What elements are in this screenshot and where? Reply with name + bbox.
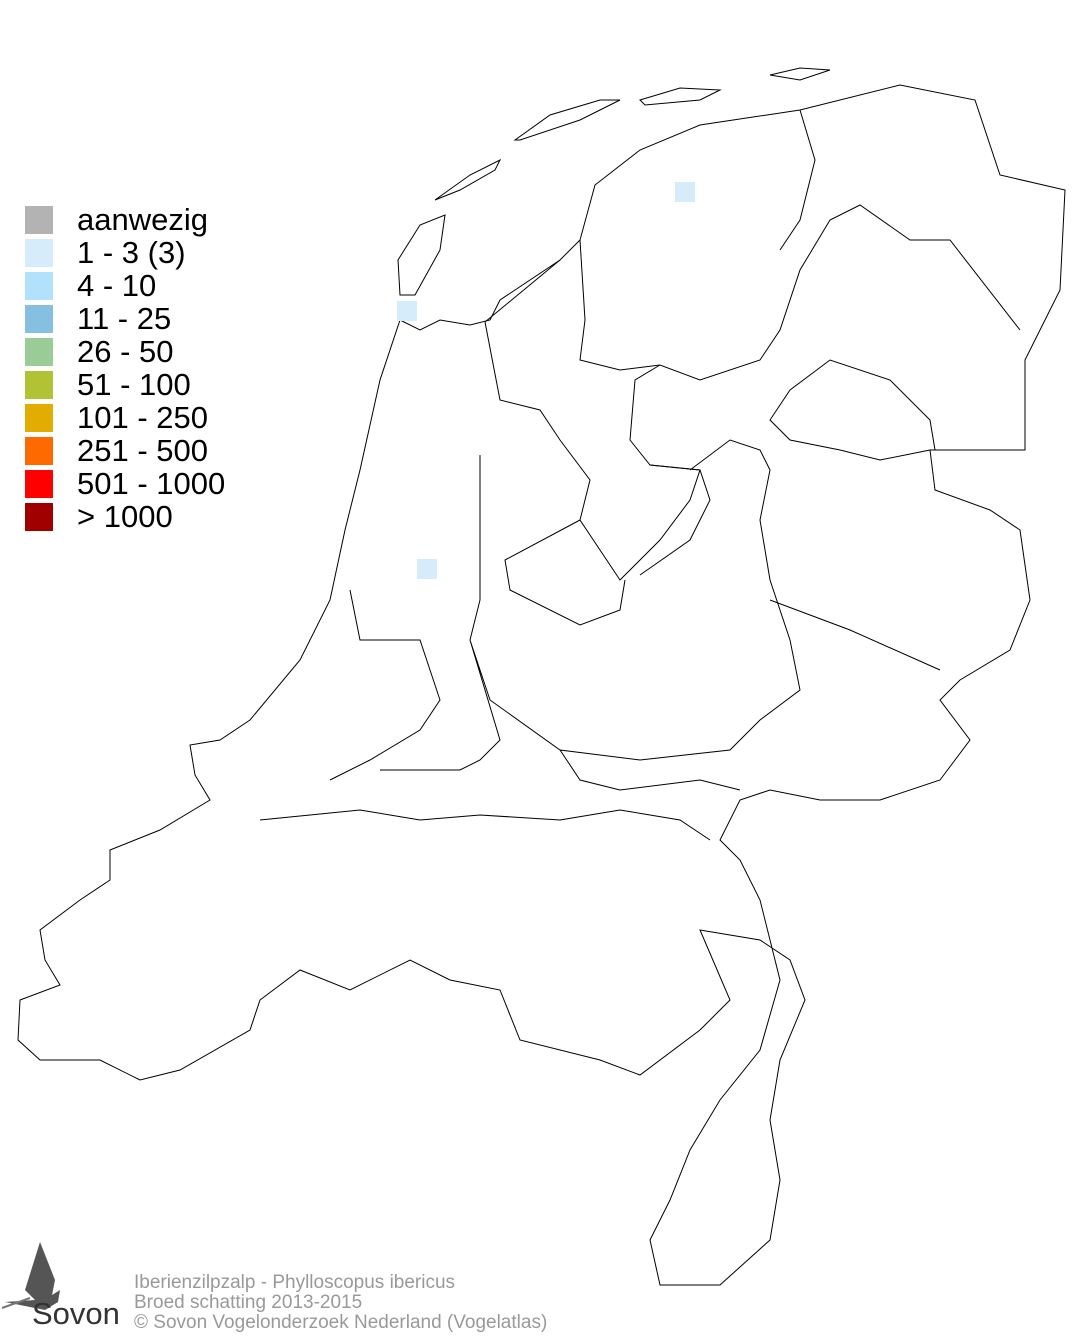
occupied-cell (675, 182, 695, 202)
legend-label: aanwezig (77, 202, 208, 237)
legend-label: 4 - 10 (77, 268, 157, 303)
island-terschelling (513, 99, 621, 141)
occupied-cells (397, 182, 695, 579)
legend-item: 4 - 10 (25, 269, 225, 302)
legend-item: 251 - 500 (25, 434, 225, 467)
legend-item: > 1000 (25, 500, 225, 533)
island-ameland (639, 87, 722, 106)
afsluitdijk (484, 259, 561, 323)
logo-text: Sovon (32, 1296, 120, 1331)
island-texel (397, 214, 446, 296)
legend-item: 26 - 50 (25, 335, 225, 368)
legend: aanwezig 1 - 3 (3) 4 - 10 11 - 25 26 - 5… (25, 203, 225, 533)
legend-swatch (25, 205, 53, 234)
province-lines (259, 109, 941, 841)
legend-swatch (25, 436, 53, 465)
legend-label: 11 - 25 (77, 301, 172, 336)
flevoland (504, 464, 711, 626)
occupied-cell (397, 301, 417, 321)
legend-label: 51 - 100 (77, 367, 191, 402)
estimate-line: Broed schatting 2013-2015 (134, 1292, 363, 1313)
species-line: Iberienzilpzalp - Phylloscopus ibericus (134, 1272, 456, 1293)
legend-item: 501 - 1000 (25, 467, 225, 500)
legend-swatch (25, 403, 53, 432)
legend-label: 501 - 1000 (77, 466, 226, 501)
country-outline (17, 84, 1066, 1286)
map-caption: Iberienzilpzalp - Phylloscopus ibericus … (134, 1273, 547, 1333)
legend-label: 251 - 500 (77, 433, 208, 468)
legend-item: aanwezig (25, 203, 225, 236)
legend-label: 26 - 50 (77, 334, 174, 369)
legend-label: > 1000 (77, 499, 173, 534)
legend-item: 51 - 100 (25, 368, 225, 401)
island-schiermonnikoog (769, 67, 831, 81)
legend-swatch (25, 337, 53, 366)
sovon-swallow-logo-icon (1, 1242, 60, 1310)
legend-swatch (25, 469, 53, 498)
legend-item: 11 - 25 (25, 302, 225, 335)
legend-item: 1 - 3 (3) (25, 236, 225, 269)
island-vlieland (434, 158, 502, 201)
legend-item: 101 - 250 (25, 401, 225, 434)
legend-swatch (25, 271, 53, 300)
ijsselmeer-shore (484, 204, 1021, 581)
legend-swatch (25, 238, 53, 267)
legend-swatch (25, 370, 53, 399)
legend-label: 101 - 250 (77, 400, 208, 435)
legend-label: 1 - 3 (3) (77, 235, 186, 270)
legend-swatch (25, 502, 53, 531)
occupied-cell (417, 559, 437, 579)
copyright-line: © Sovon Vogelonderzoek Nederland (Vogela… (134, 1312, 548, 1333)
legend-swatch (25, 304, 53, 333)
